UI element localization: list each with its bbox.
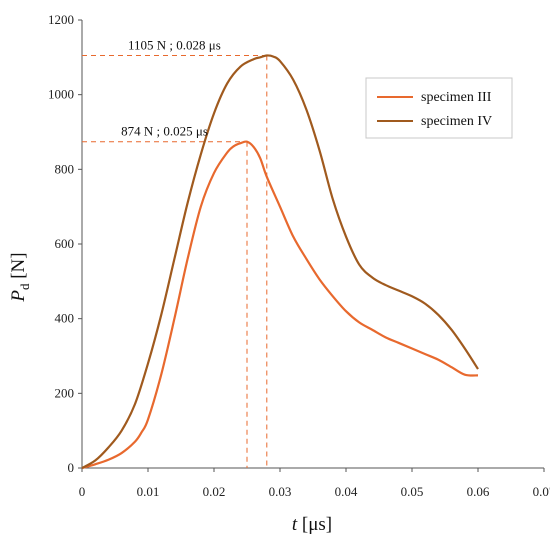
- x-tick-label: 0.04: [335, 484, 358, 499]
- y-axis-var: P: [8, 290, 29, 303]
- annotation-label: 1105 N ; 0.028 μs: [128, 37, 221, 52]
- legend-box: [365, 77, 513, 139]
- x-tick-label: 0.06: [467, 484, 490, 499]
- y-axis-label: Pd [N]: [8, 252, 32, 302]
- x-axis-label: t [μs]: [292, 514, 332, 535]
- y-tick-label: 400: [55, 311, 75, 326]
- x-tick-label: 0.07: [533, 484, 550, 499]
- x-tick-label: 0.01: [137, 484, 160, 499]
- x-tick-label: 0.05: [401, 484, 424, 499]
- x-axis-var: t: [292, 514, 298, 535]
- ticks: 0 200 400 600 800 1000 1200 0 0.01 0.02 0.03 0.04 0.…: [48, 12, 550, 499]
- x-tick-label: 0.03: [269, 484, 292, 499]
- legend-label-specimen-iv: specimen IV: [421, 114, 492, 129]
- y-axis-unit: [N]: [8, 252, 29, 283]
- annotation-label: 874 N ; 0.025 μs: [121, 124, 208, 139]
- y-tick-label: 1000: [48, 87, 74, 102]
- y-axis-sub: d: [17, 283, 32, 290]
- x-tick-label: 0.02: [203, 484, 226, 499]
- y-tick-label: 0: [68, 460, 75, 475]
- legend: specimen III specimen IV: [365, 77, 513, 139]
- y-tick-label: 1200: [48, 12, 74, 27]
- annotation-guides: [82, 54, 268, 468]
- x-axis-unit: [μs]: [297, 514, 332, 535]
- y-tick-label: 200: [55, 385, 75, 400]
- legend-label-specimen-iii: specimen III: [421, 90, 492, 105]
- annotations: 1105 N ; 0.028 μs 874 N ; 0.025 μs: [121, 37, 221, 138]
- y-tick-label: 800: [55, 161, 75, 176]
- x-tick-label: 0: [79, 484, 86, 499]
- y-tick-label: 600: [55, 236, 75, 251]
- series-line-specimen-iii: [81, 140, 479, 470]
- series-lines: [81, 54, 479, 470]
- series-line-specimen-iv: [81, 54, 479, 469]
